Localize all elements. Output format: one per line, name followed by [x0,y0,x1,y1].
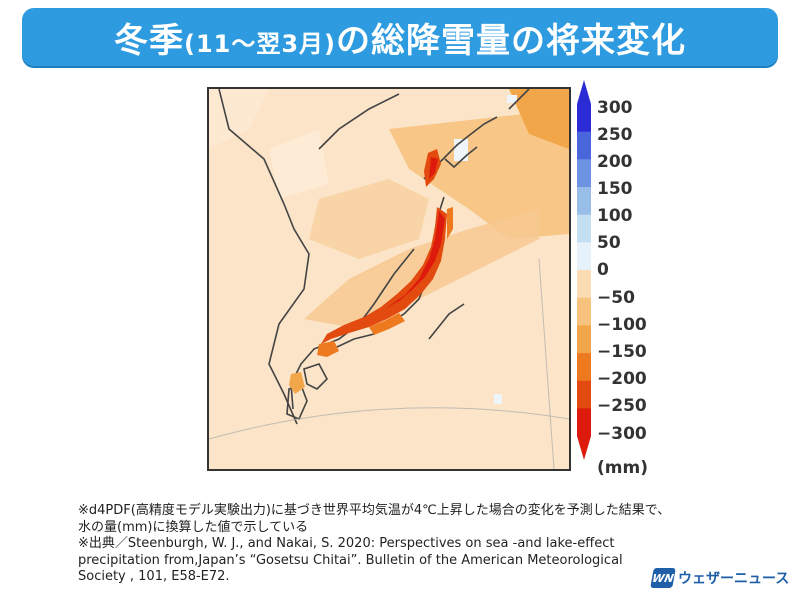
colorbar-label: 250 [597,125,633,145]
title-banner: 冬季(11〜翌3月)の総降雪量の将来変化 [22,8,778,66]
title-part-1: 冬季 [113,20,184,61]
colorbar-segment [577,297,591,326]
colorbar-label: −150 [597,342,647,362]
colorbar-segment [577,353,591,382]
footnote-line: precipitation from,Japan’s “Gosetsu Chit… [78,552,623,568]
colorbar-label: 300 [597,98,633,118]
footnote-line: ※出典／Steenburgh, W. J., and Nakai, S. 202… [78,536,615,551]
colorbar-label: 150 [597,179,633,199]
colorbar-segment [577,214,591,243]
colorbar-max-arrow [577,80,591,104]
title-part-2: の総降雪量の将来変化 [336,20,687,61]
colorbar-segment [577,325,591,354]
footnote-line: ※d4PDF(高精度モデル実験出力)に基づき世界平均気温が4℃上昇した場合の変化… [78,503,671,518]
colorbar-label: 200 [597,152,633,172]
colorbar-segment [577,242,591,271]
colorbar-label: −300 [597,424,647,444]
logo-text: ウェザーニュース [678,571,790,587]
snowfall-change-map [207,87,571,471]
colorbar-segment [577,104,591,133]
colorbar-min-arrow [577,436,591,460]
colorbar-label: 100 [597,206,633,226]
footnote-line: 水の量(mm)に換算した値で示している [78,519,309,535]
map-canvas [209,89,569,469]
footnotes: ※d4PDF(高精度モデル実験出力)に基づき世界平均気温が4℃上昇した場合の変化… [78,503,678,586]
colorbar-segment [577,131,591,160]
colorbar-label: −250 [597,396,647,416]
colorbar-label: 0 [597,260,609,280]
page-title: 冬季(11〜翌3月)の総降雪量の将来変化 [114,13,686,62]
colorbar-label: −200 [597,369,647,389]
colorbar-segment [577,187,591,216]
colorbar-segment [577,159,591,188]
colorbar-segment [577,408,591,437]
footnote-line: Society , 101, E58-E72. [78,569,230,584]
colorbar-unit: (mm) [597,458,648,478]
wn-logo-icon: WN [650,568,676,588]
colorbar-segment [577,380,591,409]
weathernews-logo: WN ウェザーニュース [650,568,790,588]
title-subtitle-period: (11〜翌3月) [183,29,337,58]
colorbar-label: 50 [597,233,621,253]
colorbar-label: −50 [597,288,635,308]
colorbar-label: −100 [597,315,647,335]
colorbar [577,80,591,460]
colorbar-segment [577,270,591,299]
